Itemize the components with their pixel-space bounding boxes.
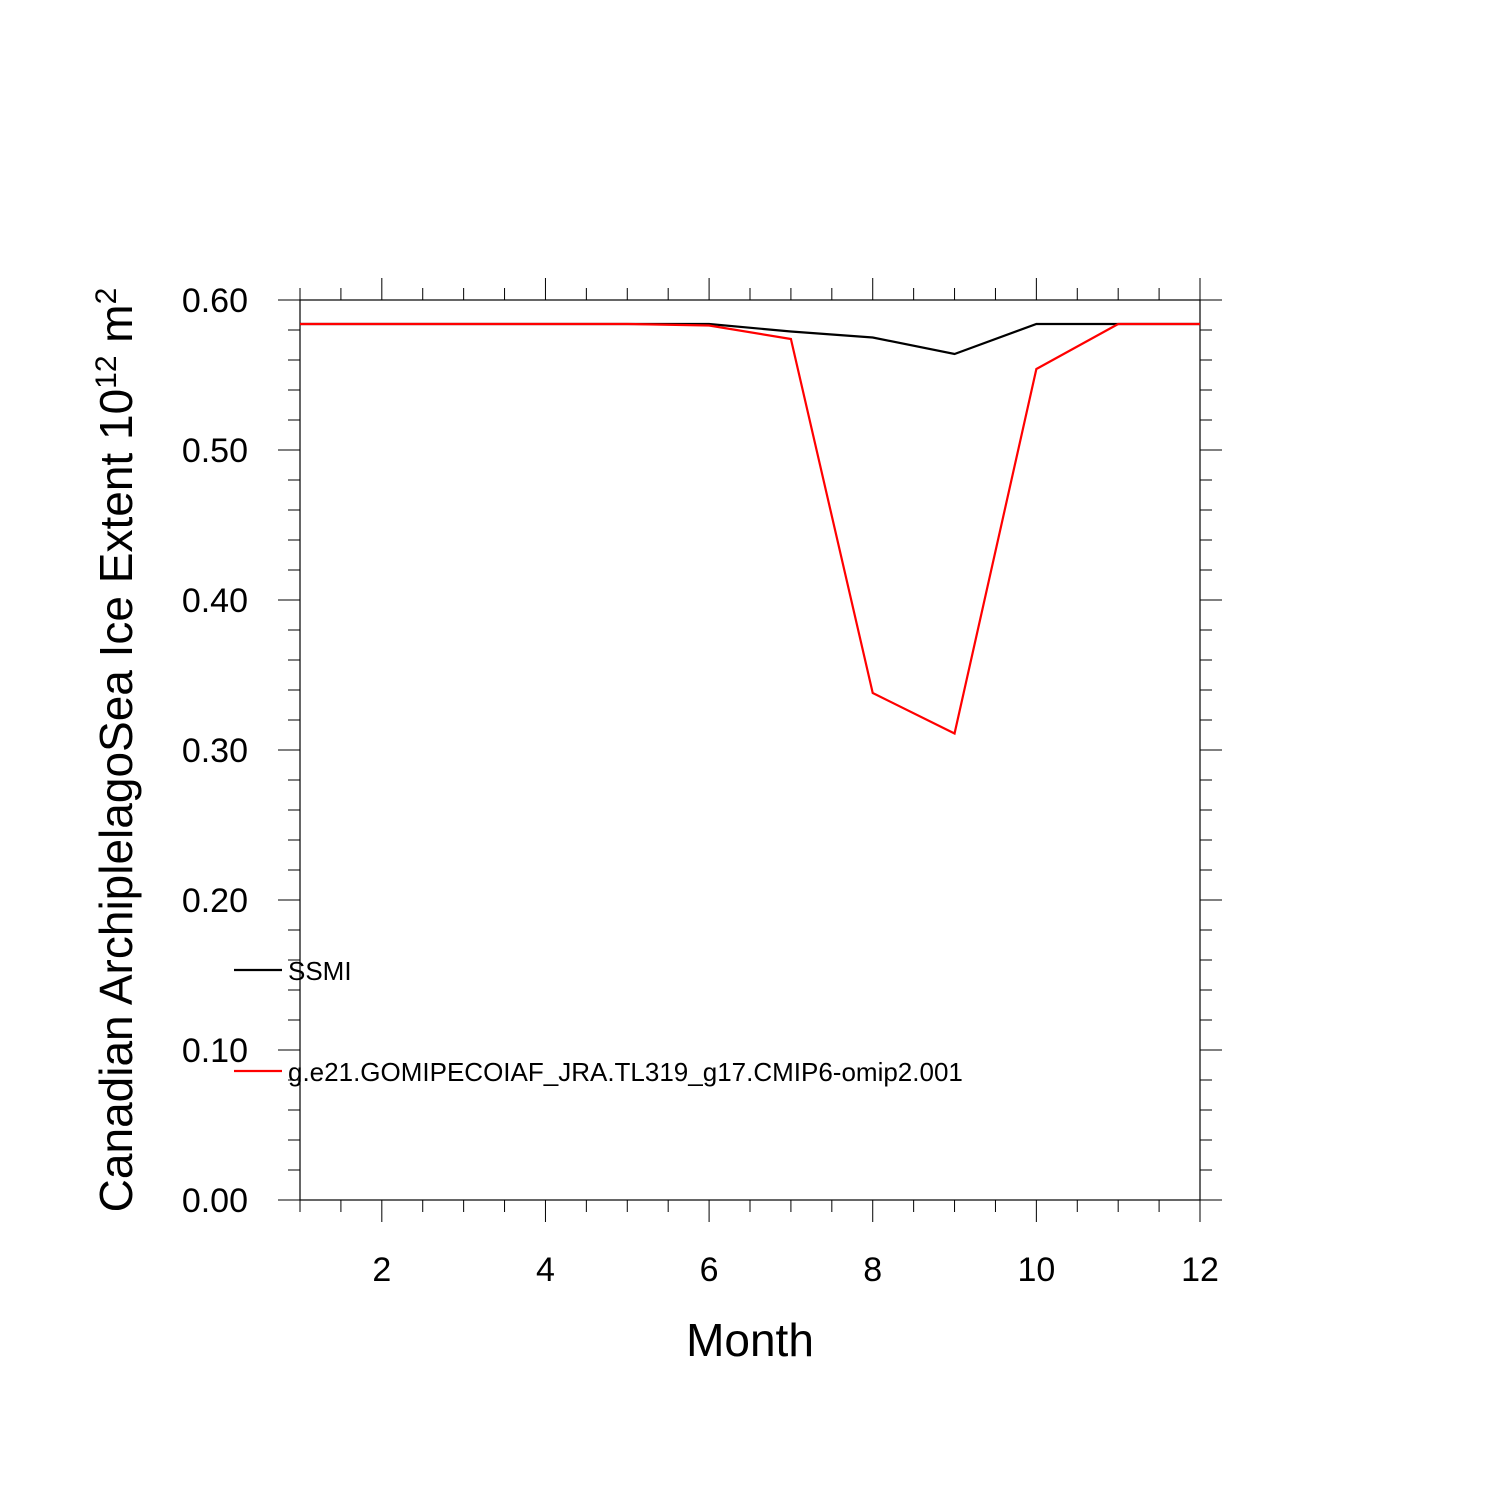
axis-ticks (278, 278, 1222, 1222)
y-axis-title: Canadian ArchiplelagoSea Ice Extent 1012… (90, 288, 142, 1213)
series-line-0 (300, 322, 1200, 356)
y-tick-label: 0.40 (182, 582, 248, 620)
tick-labels: 2 4 6 8 10 12 0.00 0.10 0.20 0.30 0.40 0.50 0.60 (182, 282, 1219, 1289)
series-line-1 (300, 322, 1200, 736)
x-tick-label: 2 (372, 1251, 391, 1289)
y-tick-label: 0.00 (182, 1182, 248, 1220)
legend-label-1: g.e21.GOMIPECOIAF_JRA.TL319_g17.CMIP6-om… (288, 1057, 963, 1087)
x-tick-label: 8 (863, 1251, 882, 1289)
x-tick-label: 4 (536, 1251, 555, 1289)
x-tick-label: 12 (1181, 1251, 1219, 1289)
x-axis-title: Month (686, 1314, 814, 1366)
y-axis-title-unit: m (90, 304, 142, 355)
y-axis-title-exponent: 12 (90, 355, 123, 388)
y-axis-title-unit-exponent: 2 (90, 288, 123, 305)
y-tick-label: 0.50 (182, 432, 248, 470)
y-tick-label: 0.10 (182, 1032, 248, 1070)
series-lines (300, 322, 1200, 736)
y-tick-label: 0.60 (182, 282, 248, 320)
legend-label-0: SSMI (288, 956, 352, 986)
y-tick-label: 0.20 (182, 882, 248, 920)
x-tick-label: 6 (700, 1251, 719, 1289)
x-tick-label: 10 (1017, 1251, 1055, 1289)
legend: SSMI g.e21.GOMIPECOIAF_JRA.TL319_g17.CMIP… (234, 956, 963, 1087)
y-axis-title-main: Canadian ArchiplelagoSea Ice Extent 10 (90, 389, 142, 1212)
y-tick-label: 0.30 (182, 732, 248, 770)
